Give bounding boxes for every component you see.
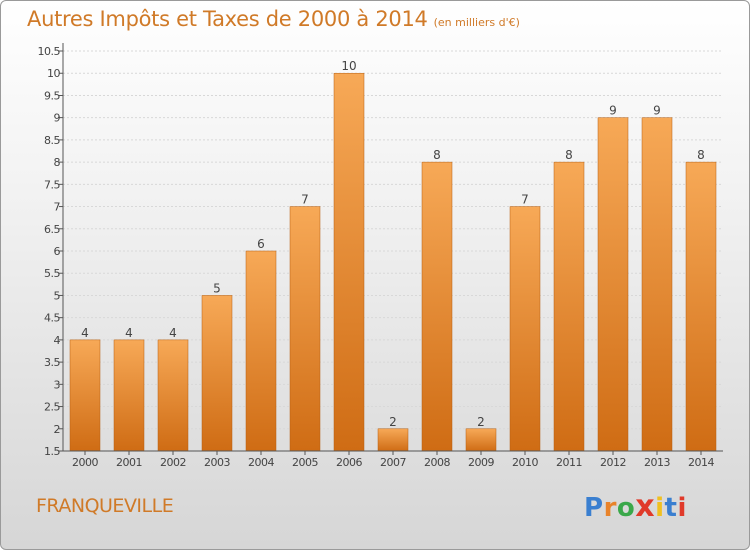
bar-2014 [685, 161, 717, 452]
data-label: 7 [301, 193, 309, 207]
logo-letter: r [603, 493, 617, 523]
bar-2009 [465, 428, 497, 452]
y-tick-label: 8 [54, 156, 61, 169]
y-tick-label: 7.5 [44, 178, 60, 191]
logo-letter: o [616, 493, 636, 523]
chart-unit-text: (en milliers d'€) [433, 16, 520, 29]
data-label: 2 [477, 415, 485, 429]
x-tick-label: 2000 [72, 456, 98, 469]
x-tick-label: 2009 [468, 456, 494, 469]
logo-letter: i [677, 493, 687, 523]
data-label: 8 [433, 148, 441, 162]
y-tick-label: 1.5 [44, 445, 60, 458]
data-label: 6 [257, 237, 265, 251]
bar-2006 [333, 72, 365, 452]
bar-2001 [113, 339, 145, 452]
logo-letter: t [664, 493, 678, 523]
data-label: 8 [697, 148, 705, 162]
y-tick-label: 5.5 [44, 267, 60, 280]
x-tick-label: 2010 [512, 456, 538, 469]
x-tick-label: 2004 [248, 456, 274, 469]
x-tick-label: 2014 [688, 456, 714, 469]
y-tick-label: 10.5 [38, 45, 61, 58]
logo-letter: P [584, 493, 604, 523]
y-tick-label: 6.5 [44, 223, 60, 236]
y-tick-label: 4 [54, 334, 61, 347]
x-tick-label: 2007 [380, 456, 406, 469]
x-tick-label: 2013 [644, 456, 670, 469]
bar-2010 [509, 206, 541, 452]
bar-2000 [69, 339, 101, 452]
y-tick-label: 3 [54, 378, 61, 391]
bar-2012 [597, 117, 629, 452]
bar-2013 [641, 117, 673, 452]
y-tick-label: 10 [47, 67, 60, 80]
y-tick-label: 7 [54, 201, 61, 214]
data-label: 4 [169, 326, 177, 340]
y-tick-label: 3.5 [44, 356, 60, 369]
x-tick-label: 2001 [116, 456, 142, 469]
bar-2011 [553, 161, 585, 452]
data-label: 8 [565, 148, 573, 162]
data-label: 10 [341, 59, 356, 73]
bar-2008 [421, 161, 453, 452]
y-tick-label: 8.5 [44, 134, 60, 147]
y-tick-label: 2.5 [44, 401, 60, 414]
bar-2003 [201, 295, 233, 452]
x-tick-label: 2002 [160, 456, 186, 469]
y-tick-label: 4.5 [44, 312, 60, 325]
y-tick-label: 6 [54, 245, 61, 258]
data-label: 2 [389, 415, 397, 429]
bar-2005 [289, 206, 321, 452]
chart-title-text: Autres Impôts et Taxes de 2000 à 2014 [27, 7, 428, 31]
location-name: FRANQUEVILLE [36, 495, 174, 517]
x-tick-label: 2005 [292, 456, 318, 469]
chart-title: Autres Impôts et Taxes de 2000 à 2014 (en… [27, 7, 520, 31]
data-label: 4 [81, 326, 89, 340]
logo-letter: x [635, 489, 656, 524]
data-label: 9 [609, 104, 617, 118]
data-label: 4 [125, 326, 133, 340]
bar-2002 [157, 339, 189, 452]
data-label: 5 [213, 281, 221, 295]
bar-2007 [377, 428, 409, 452]
data-label: 9 [653, 104, 661, 118]
logo-letter: i [655, 493, 665, 523]
data-label: 7 [521, 193, 529, 207]
x-tick-label: 2011 [556, 456, 582, 469]
bar-2004 [245, 250, 277, 452]
x-tick-label: 2006 [336, 456, 362, 469]
x-tick-label: 2003 [204, 456, 230, 469]
y-tick-label: 5 [54, 289, 61, 302]
x-tick-label: 2012 [600, 456, 626, 469]
x-tick-label: 2008 [424, 456, 450, 469]
y-tick-label: 2 [54, 423, 61, 436]
y-tick-label: 9 [54, 112, 61, 125]
y-tick-label: 9.5 [44, 89, 60, 102]
proxiti-logo: Proxiti [584, 489, 687, 524]
